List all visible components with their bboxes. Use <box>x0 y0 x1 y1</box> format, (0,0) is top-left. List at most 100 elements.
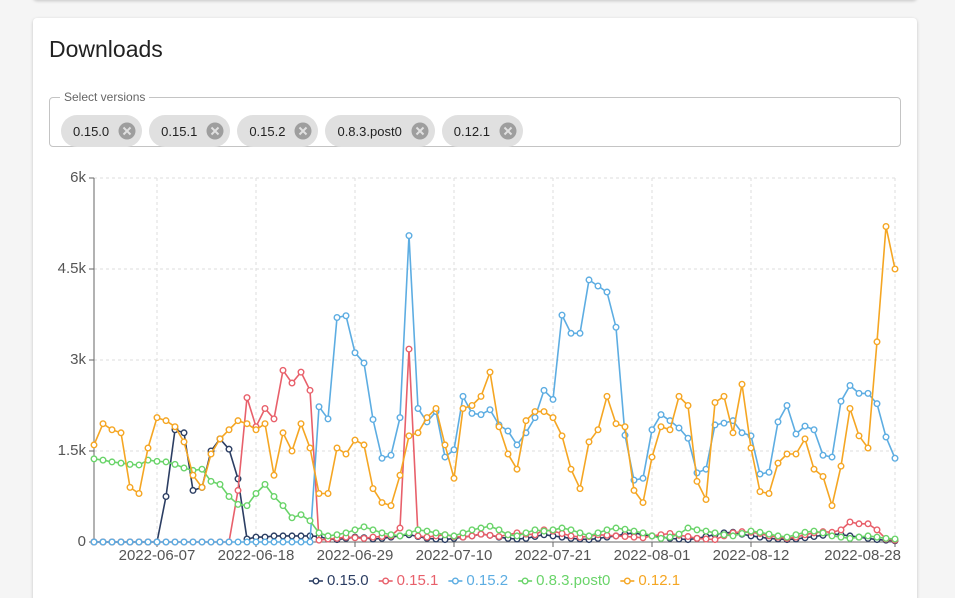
data-point <box>702 535 710 543</box>
data-point <box>108 426 116 434</box>
chip-remove[interactable] <box>293 121 313 141</box>
data-point <box>405 529 413 537</box>
data-point <box>315 536 323 544</box>
data-point <box>279 429 287 437</box>
series-line <box>93 458 896 540</box>
data-point <box>612 420 620 428</box>
data-point <box>441 441 449 449</box>
data-point <box>171 538 179 546</box>
chip-remove[interactable] <box>410 121 430 141</box>
data-point <box>198 538 206 546</box>
data-point <box>243 502 251 510</box>
data-point <box>891 454 899 462</box>
data-point <box>342 450 350 458</box>
data-point <box>225 445 233 453</box>
data-point <box>180 464 188 472</box>
data-point <box>711 398 719 406</box>
data-point <box>567 329 575 337</box>
data-point <box>279 538 287 546</box>
data-point <box>855 389 863 397</box>
data-point <box>387 451 395 459</box>
data-point <box>891 535 899 543</box>
version-select[interactable]: Select versions 0.15.0 0.15.1 0.15.2 0.8.3.… <box>49 90 901 147</box>
y-tick-label: 4.5k <box>58 260 87 277</box>
data-point <box>693 477 701 485</box>
data-point <box>612 524 620 532</box>
data-point <box>252 538 260 546</box>
data-point <box>684 434 692 442</box>
data-point <box>324 415 332 423</box>
data-point <box>882 223 890 231</box>
data-point <box>855 533 863 541</box>
data-point <box>180 438 188 446</box>
data-point <box>702 527 710 535</box>
data-point <box>135 461 143 469</box>
data-point <box>855 520 863 528</box>
data-point <box>405 232 413 240</box>
data-point <box>90 441 98 449</box>
data-point <box>765 530 773 538</box>
data-point <box>135 489 143 497</box>
legend-label: 0.8.3.post0 <box>536 572 610 589</box>
data-point <box>432 529 440 537</box>
version-chip[interactable]: 0.8.3.post0 <box>325 115 435 147</box>
data-point <box>495 526 503 534</box>
data-point <box>288 538 296 546</box>
data-point <box>90 538 98 546</box>
data-point <box>405 345 413 353</box>
chip-remove[interactable] <box>498 121 518 141</box>
data-point <box>135 538 143 546</box>
data-point <box>207 450 215 458</box>
data-point <box>549 414 557 422</box>
data-point <box>351 526 359 534</box>
data-point <box>801 435 809 443</box>
data-point <box>288 379 296 387</box>
chip-remove[interactable] <box>117 121 137 141</box>
data-point <box>468 532 476 540</box>
data-point <box>846 381 854 389</box>
data-point <box>504 450 512 458</box>
data-point <box>261 538 269 546</box>
version-chip[interactable]: 0.15.2 <box>237 115 319 147</box>
data-point <box>333 444 341 452</box>
y-tick-label: 1.5k <box>58 442 87 459</box>
data-point <box>360 441 368 449</box>
data-point <box>270 471 278 479</box>
data-point <box>594 529 602 537</box>
data-point <box>756 488 764 496</box>
data-point <box>621 533 629 541</box>
data-point <box>540 408 548 416</box>
data-point <box>738 429 746 437</box>
data-point <box>297 532 305 540</box>
data-point <box>864 444 872 452</box>
version-chip[interactable]: 0.15.1 <box>149 115 231 147</box>
data-point <box>738 380 746 388</box>
data-point <box>504 427 512 435</box>
data-point <box>666 533 674 541</box>
data-point <box>459 405 467 413</box>
data-point <box>117 429 125 437</box>
data-point <box>783 450 791 458</box>
data-point <box>819 472 827 480</box>
data-point <box>684 402 692 410</box>
data-point <box>630 527 638 535</box>
data-point <box>684 533 692 541</box>
data-point <box>720 419 728 427</box>
data-point <box>189 471 197 479</box>
version-chip[interactable]: 0.15.0 <box>61 115 143 147</box>
data-point <box>837 526 845 534</box>
data-point <box>324 489 332 497</box>
data-point <box>126 460 134 468</box>
data-point <box>423 414 431 422</box>
data-point <box>450 446 458 454</box>
data-point <box>864 389 872 397</box>
data-point <box>612 532 620 540</box>
data-point <box>639 474 647 482</box>
data-point <box>252 426 260 434</box>
data-point <box>261 480 269 488</box>
chip-remove[interactable] <box>205 121 225 141</box>
data-point <box>819 529 827 537</box>
data-point <box>108 458 116 466</box>
version-chip[interactable]: 0.12.1 <box>441 115 523 147</box>
